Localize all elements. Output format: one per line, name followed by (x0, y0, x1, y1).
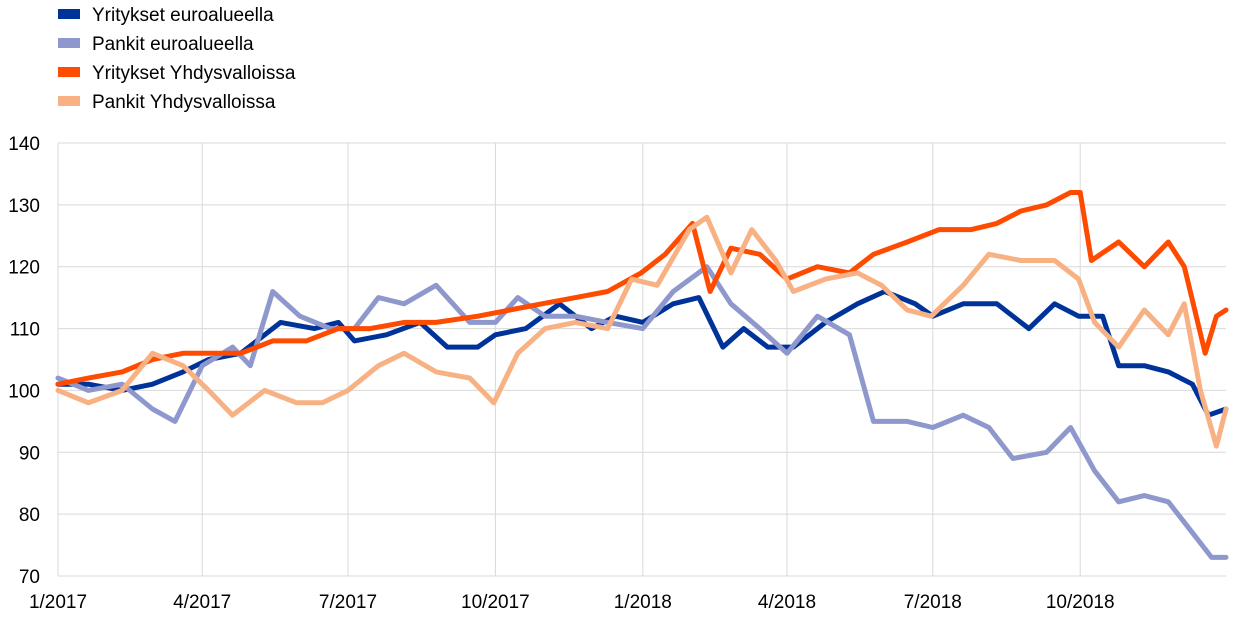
y-axis-ticks: 70 80 90 100 110 120 130 140 (8, 134, 40, 588)
y-tick-label: 90 (19, 443, 40, 464)
series-lines (55, 190, 1229, 560)
x-tick-label: 7/2018 (904, 592, 962, 613)
series-line-3 (55, 214, 1229, 449)
gridlines (57, 142, 1226, 577)
x-axis-ticks: 1/2017 4/2017 7/2017 10/2017 1/2018 4/2018 7/2… (29, 592, 1115, 613)
y-tick-label: 110 (10, 320, 40, 341)
legend-label-0: Yritykset euroalueella (92, 5, 274, 26)
legend: Yritykset euroalueella Pankit euroalueell… (58, 5, 296, 113)
legend-swatch-0 (58, 9, 80, 19)
x-tick-label: 10/2018 (1046, 592, 1115, 613)
legend-label-2: Yritykset Yhdysvalloissa (92, 63, 296, 84)
series-line-1 (55, 264, 1229, 560)
x-tick-label: 10/2017 (461, 592, 530, 613)
x-tick-label: 1/2018 (614, 592, 672, 613)
y-tick-label: 130 (8, 196, 40, 217)
x-tick-label: 1/2017 (29, 592, 87, 613)
series-line-0 (55, 289, 1229, 418)
y-tick-label: 80 (19, 505, 40, 526)
legend-swatch-3 (58, 96, 80, 106)
series-line-2 (55, 190, 1229, 387)
y-tick-label: 140 (8, 134, 40, 155)
y-tick-label: 100 (8, 381, 40, 402)
legend-swatch-1 (58, 38, 80, 48)
legend-swatch-2 (58, 67, 80, 77)
legend-label-1: Pankit euroalueella (92, 34, 254, 55)
x-tick-label: 4/2017 (173, 592, 231, 613)
y-tick-label: 70 (19, 567, 40, 588)
y-tick-label: 120 (8, 258, 40, 279)
legend-label-3: Pankit Yhdysvalloissa (92, 92, 276, 113)
x-tick-label: 4/2018 (758, 592, 816, 613)
x-tick-label: 7/2017 (319, 592, 377, 613)
